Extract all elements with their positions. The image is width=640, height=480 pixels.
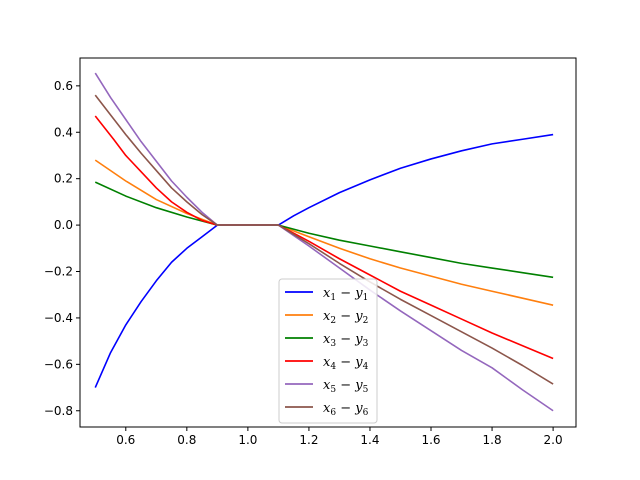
legend-label-6: x6 − y6 <box>323 401 369 418</box>
x-tick-label: 1.6 <box>421 433 440 447</box>
y-tick-label: −0.8 <box>44 404 73 418</box>
y-tick-label: 0.0 <box>54 218 73 232</box>
legend-label-1: x1 − y1 <box>323 286 368 303</box>
x-tick-label: 0.6 <box>116 433 135 447</box>
legend-label-4: x4 − y4 <box>323 355 369 372</box>
legend-label-3: x3 − y3 <box>323 332 369 349</box>
y-tick-label: −0.2 <box>44 265 73 279</box>
plot-lines <box>94 72 554 412</box>
series-line-6 <box>94 94 554 385</box>
legend-label-2: x2 − y2 <box>323 309 368 326</box>
series-line-2 <box>94 159 554 306</box>
y-tick-label: −0.6 <box>44 357 73 371</box>
x-tick-label: 1.8 <box>483 433 502 447</box>
series-line-3 <box>94 181 554 279</box>
x-axis: 0.6 0.8 1.0 1.2 1.4 1.6 1.8 2.0 <box>116 427 563 447</box>
x-tick-label: 1.0 <box>238 433 257 447</box>
x-tick-label: 1.4 <box>360 433 379 447</box>
y-tick-label: 0.6 <box>54 79 73 93</box>
axes-frame <box>79 57 577 428</box>
y-tick-label: 0.2 <box>54 172 73 186</box>
y-axis: −0.8 −0.6 −0.4 −0.2 0.0 0.2 0.4 0.6 <box>44 79 80 418</box>
x-tick-label: 2.0 <box>544 433 563 447</box>
x-tick-label: 1.2 <box>299 433 318 447</box>
legend: x1 − y1 x2 − y2 x3 − y3 x4 − y4 x5 − y5 x6 − … <box>278 278 378 424</box>
legend-label-5: x5 − y5 <box>323 378 369 395</box>
y-tick-label: 0.4 <box>54 125 73 139</box>
y-tick-label: −0.4 <box>44 311 73 325</box>
x-tick-label: 0.8 <box>177 433 196 447</box>
